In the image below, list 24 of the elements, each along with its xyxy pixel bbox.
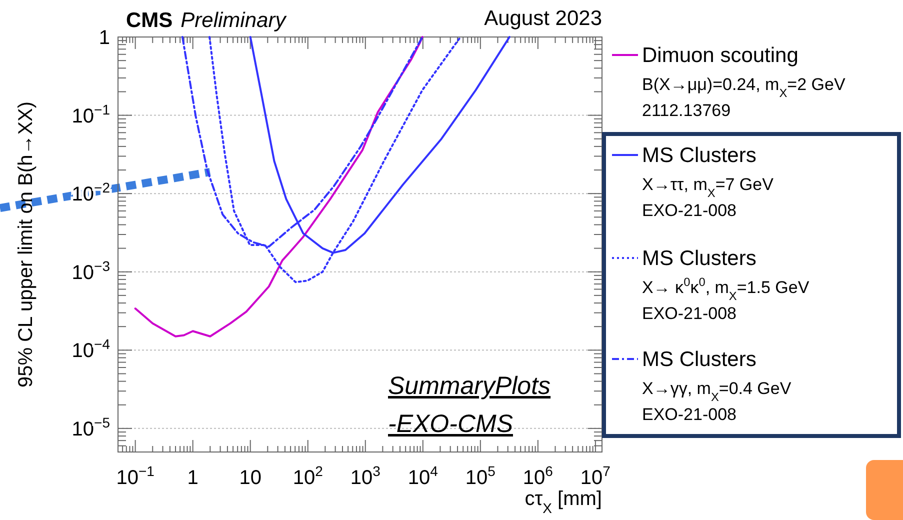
y-axis-title: 95% CL upper limit on B(h→XX)	[15, 101, 37, 388]
chart-subtitle: Preliminary	[180, 9, 288, 32]
x-tick-label: 10$^{7}$	[580, 463, 611, 489]
x-tick-label: 10$^{6}$	[522, 463, 554, 489]
legend-label: MS Clusters X→γγ, m$_{X}$=0.4 GeV EXO-21-008	[642, 348, 792, 424]
y-tick-label: 10$^{−1}$	[72, 101, 110, 128]
x-tick-label: 1	[187, 467, 198, 489]
x-axis-title: cτ$_{X}$ [mm]	[524, 488, 602, 516]
y-tick-label: 10$^{−4}$	[72, 336, 110, 362]
text: August 2023	[484, 7, 602, 30]
text: Dimuon scouting B(X→μμ)=0.24, m$_{X}$=2 GeV 2112.13769	[642, 44, 846, 120]
x-tick-label: 10$^{2}$	[292, 463, 324, 489]
chart-title: CMS	[126, 9, 173, 32]
legend-label: MS Clusters X→ττ, m$_{X}$=7 GeV EXO-21-008	[642, 144, 774, 220]
annotation: SummaryPlots -EXO-CMS	[388, 372, 551, 438]
y-tick-label: 10$^{−5}$	[72, 414, 110, 440]
x-tick-label: 10$^{5}$	[465, 463, 496, 489]
text: MS Clusters X→ κ$^{0}$κ$^{0}$, m$_{X}$=1.5 GeV EXO-21-008	[642, 247, 810, 323]
y-tick-label: 10$^{−3}$	[72, 258, 110, 284]
x-tick-label: 10$^{3}$	[350, 463, 381, 489]
y-tick-label: 1	[98, 27, 110, 49]
x-tick-label: 10$^{4}$	[408, 463, 438, 489]
x-tick-label: 10$^{−1}$	[116, 463, 155, 489]
x-tick-label: 10	[239, 467, 262, 489]
